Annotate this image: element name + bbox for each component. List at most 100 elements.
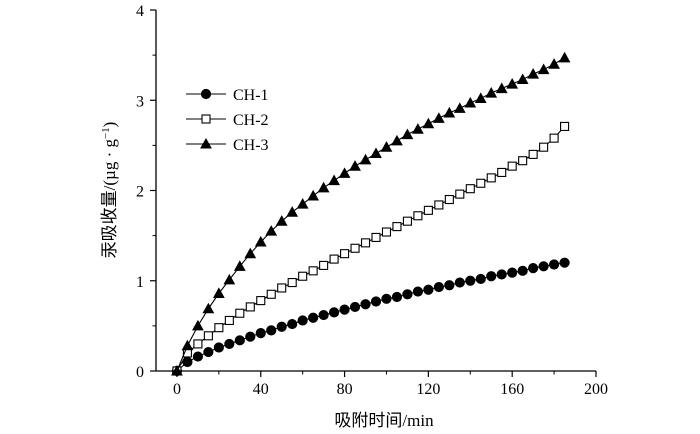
- data-point: [443, 106, 456, 118]
- y-tick-label: 3: [136, 93, 144, 110]
- data-point: [401, 128, 414, 140]
- data-point: [339, 304, 350, 315]
- data-point: [412, 286, 424, 297]
- data-point: [423, 205, 433, 215]
- data-point: [338, 167, 351, 178]
- series-ch-3: [171, 51, 571, 376]
- data-point: [234, 335, 245, 346]
- data-point: [528, 149, 538, 159]
- data-point: [392, 222, 402, 232]
- series-line: [176, 57, 565, 372]
- series-ch-1: [171, 257, 570, 377]
- data-point: [214, 323, 224, 333]
- data-point: [432, 112, 445, 123]
- data-point: [537, 63, 550, 75]
- y-tick-label: 4: [136, 3, 144, 20]
- data-point: [245, 302, 255, 312]
- data-point: [245, 331, 256, 342]
- data-point: [276, 321, 287, 332]
- data-point: [265, 225, 278, 236]
- data-point: [256, 296, 266, 306]
- y-tick-label: 1: [136, 274, 144, 291]
- data-point: [224, 315, 234, 326]
- y-axis-title-close: ): [100, 122, 119, 128]
- data-point: [203, 346, 214, 358]
- data-point: [402, 216, 412, 226]
- data-point: [307, 189, 320, 201]
- data-point: [360, 299, 371, 310]
- x-axis-title: 吸附时间/min: [334, 411, 434, 430]
- data-point: [340, 249, 350, 259]
- data-point: [192, 319, 204, 331]
- data-point: [516, 73, 529, 85]
- data-point: [329, 254, 339, 264]
- data-point: [455, 189, 465, 199]
- data-point: [202, 302, 215, 314]
- data-point: [275, 215, 288, 226]
- data-point: [496, 269, 507, 280]
- legend-marker: [200, 137, 212, 149]
- data-point: [266, 289, 276, 299]
- data-point: [453, 102, 466, 113]
- data-point: [538, 261, 549, 272]
- data-point: [319, 260, 329, 270]
- data-point: [296, 198, 309, 209]
- data-point: [254, 235, 267, 247]
- legend-item-ch-2: CH-2: [186, 112, 269, 129]
- data-point: [507, 161, 517, 171]
- data-point: [381, 227, 392, 237]
- data-point: [244, 247, 257, 259]
- x-tick-label: 0: [173, 381, 181, 398]
- data-point: [423, 284, 434, 295]
- data-point: [287, 318, 298, 330]
- data-point: [518, 156, 528, 166]
- data-point: [527, 68, 540, 79]
- data-point: [434, 200, 444, 210]
- x-tick-label: 120: [416, 381, 440, 398]
- data-point: [235, 308, 245, 318]
- data-point: [308, 312, 319, 323]
- x-tick-label: 200: [584, 381, 608, 398]
- data-point: [371, 232, 381, 242]
- legend-item-ch-1: CH-1: [186, 87, 269, 104]
- data-point: [476, 178, 486, 188]
- data-point: [298, 271, 308, 281]
- data-point: [486, 271, 497, 282]
- data-point: [474, 92, 487, 104]
- legend-marker: [200, 88, 212, 100]
- data-point: [391, 134, 403, 146]
- data-point: [444, 194, 454, 205]
- data-point: [528, 263, 539, 274]
- data-point: [317, 181, 330, 193]
- data-point: [444, 280, 455, 291]
- data-point: [391, 291, 403, 303]
- data-point: [454, 277, 465, 288]
- legend-label: CH-1: [233, 87, 269, 104]
- data-point: [464, 96, 477, 108]
- data-point: [370, 147, 382, 159]
- data-point: [381, 293, 392, 304]
- y-axis-title-superscript: −1: [100, 127, 112, 139]
- data-point: [286, 206, 299, 217]
- legend-item-ch-3: CH-3: [186, 137, 269, 154]
- series-line: [176, 126, 565, 372]
- data-point: [349, 301, 361, 313]
- data-point: [181, 339, 194, 351]
- y-axis-title: 汞吸收量/(µg · g−1): [100, 122, 119, 259]
- data-point: [486, 173, 496, 183]
- data-point: [433, 281, 444, 293]
- y-axis-title-main: 汞吸收量/(µg · g: [100, 139, 119, 259]
- data-point: [412, 123, 424, 134]
- data-point: [549, 133, 559, 143]
- data-point: [380, 141, 393, 152]
- legend-label: CH-2: [233, 112, 269, 129]
- data-point: [548, 58, 560, 69]
- axes: 0 40 80 120 160 200 0 1 2 3 4: [136, 3, 608, 398]
- data-point: [192, 351, 204, 362]
- data-point: [350, 243, 360, 253]
- data-point: [233, 260, 246, 271]
- data-point: [328, 307, 340, 318]
- data-point: [203, 331, 213, 341]
- y-tick-label: 2: [136, 184, 144, 201]
- legend: CH-1 CH-2 CH-3: [186, 87, 269, 154]
